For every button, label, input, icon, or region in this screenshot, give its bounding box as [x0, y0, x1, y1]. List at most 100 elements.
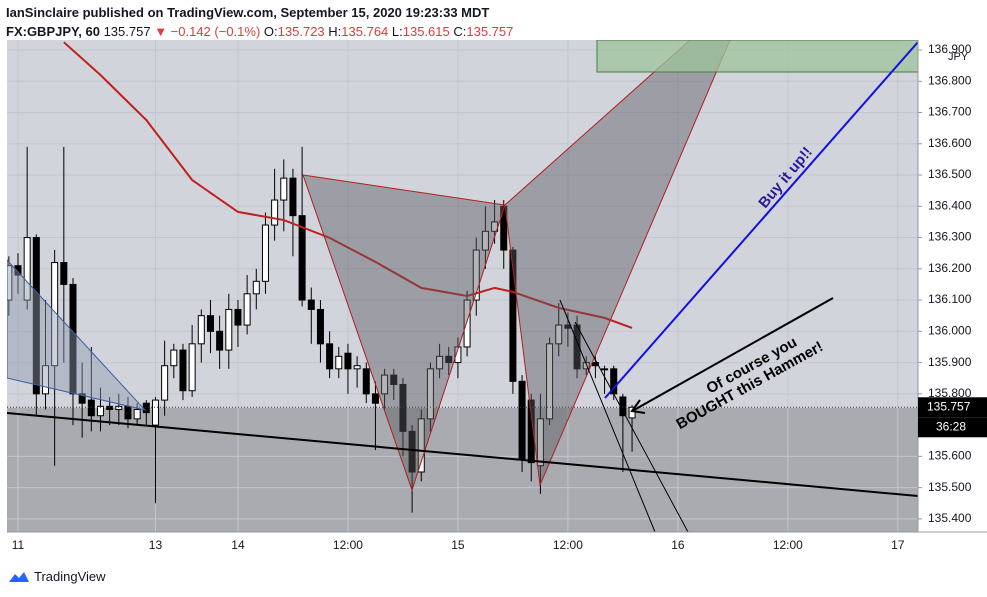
candle-body: [316, 308, 324, 345]
candle-body: [124, 405, 132, 420]
shaded-zone: [7, 408, 918, 532]
harmonic-bcd: [504, 40, 731, 487]
candle-body: [555, 324, 563, 345]
candle-body: [133, 408, 141, 420]
candle-body: [436, 355, 444, 370]
candle-body: [271, 199, 279, 226]
candle-body: [289, 177, 297, 217]
candle-body: [601, 368, 609, 371]
candle-body: [463, 299, 471, 348]
candle-body: [7, 265, 13, 301]
trendline: [7, 412, 918, 497]
candle-body: [381, 374, 389, 395]
candle-body: [252, 280, 260, 295]
x-tick-label: 11: [12, 538, 25, 552]
candle-body: [234, 308, 242, 326]
channel-line: [559, 299, 656, 532]
candle-body: [69, 283, 77, 395]
candle-body: [472, 249, 480, 301]
candle-body: [78, 393, 86, 404]
candle-body: [106, 405, 114, 410]
arrow-head: [630, 399, 646, 414]
candle-body: [32, 237, 40, 395]
candle-body: [628, 406, 636, 419]
y-tick-label: 136.100: [928, 292, 972, 306]
label: O:: [263, 24, 278, 39]
candle-body: [170, 349, 178, 367]
harmonic-xab: [302, 174, 506, 492]
y-tick-label: 136.900: [928, 42, 972, 56]
y-tick-label: 135.600: [928, 449, 972, 463]
candle-body: [445, 355, 453, 364]
candle-body: [518, 380, 526, 460]
publisher: IanSinclaire published on TradingView.co…: [6, 5, 490, 20]
x-tick-label: 15: [451, 538, 465, 552]
candle-body: [96, 405, 104, 417]
high: 135.764: [341, 24, 389, 39]
y-tick-label: 135.400: [928, 511, 972, 525]
moving-average: [63, 41, 633, 329]
candle-body: [326, 343, 334, 370]
candle-body: [481, 230, 489, 251]
y-tick-label: 135.500: [928, 480, 972, 494]
candle-body: [14, 265, 22, 276]
open: 135.723: [277, 24, 325, 39]
change: ▼ −0.142 (−0.1%): [154, 24, 261, 39]
candle-body: [216, 330, 224, 351]
header: IanSinclaire published on TradingView.co…: [6, 3, 513, 41]
candle-body: [500, 205, 508, 251]
price-tag-label: 135.757: [927, 399, 971, 413]
logo: [9, 571, 29, 582]
y-tick-label: 136.400: [928, 198, 972, 212]
candle-body: [261, 224, 269, 282]
x-tick-label: 13: [149, 538, 163, 552]
candle-body: [197, 315, 205, 345]
y-tick-label: 135.900: [928, 355, 972, 369]
candle-body: [582, 362, 590, 370]
x-tick-label: 17: [891, 538, 905, 552]
candle-body: [51, 262, 59, 367]
drawings: Buy it up!! Of course you BOUGHT this Ha…: [7, 40, 918, 532]
candle-body: [426, 368, 434, 420]
target-zone: [596, 40, 918, 73]
currency-label: JPY: [948, 51, 969, 63]
candle-body: [353, 365, 361, 370]
candle-body: [161, 365, 169, 401]
candle-body: [527, 399, 535, 464]
candle-body: [206, 315, 214, 332]
candle-body: [243, 293, 251, 326]
x-tick-label: 14: [231, 538, 245, 552]
x-tick-label: 16: [671, 538, 685, 552]
candle-body: [87, 399, 95, 417]
candle-body: [509, 249, 517, 382]
candle-body: [390, 374, 398, 385]
y-tick-label: 136.600: [928, 136, 972, 150]
candle-body: [60, 262, 68, 285]
close: 135.757: [466, 24, 514, 39]
y-tick-label: 136.300: [928, 230, 972, 244]
channel-line: [574, 321, 689, 532]
candle-body: [298, 215, 306, 301]
buy-line: [604, 41, 918, 399]
label: C:: [453, 24, 467, 39]
candles: [7, 41, 918, 513]
candle-body: [546, 343, 554, 420]
countdown-label: 36:28: [936, 419, 966, 433]
y-tick-label: 136.200: [928, 261, 972, 275]
x-tick-label: 12:00: [553, 538, 583, 552]
candle-body: [408, 430, 416, 473]
grid: [7, 40, 918, 532]
arrow-line: [633, 297, 834, 411]
candle-body: [591, 362, 599, 367]
x-tick-label: 12:00: [773, 538, 803, 552]
brand: TradingView: [34, 569, 106, 584]
candle-body: [151, 399, 159, 426]
candle-body: [179, 349, 187, 392]
y-tick-label: 136.800: [928, 73, 972, 87]
low: 135.615: [402, 24, 450, 39]
price-axis: [918, 40, 987, 532]
y-tick-label: 136.700: [928, 105, 972, 119]
candle-body: [188, 343, 196, 392]
candle-body: [344, 352, 352, 370]
